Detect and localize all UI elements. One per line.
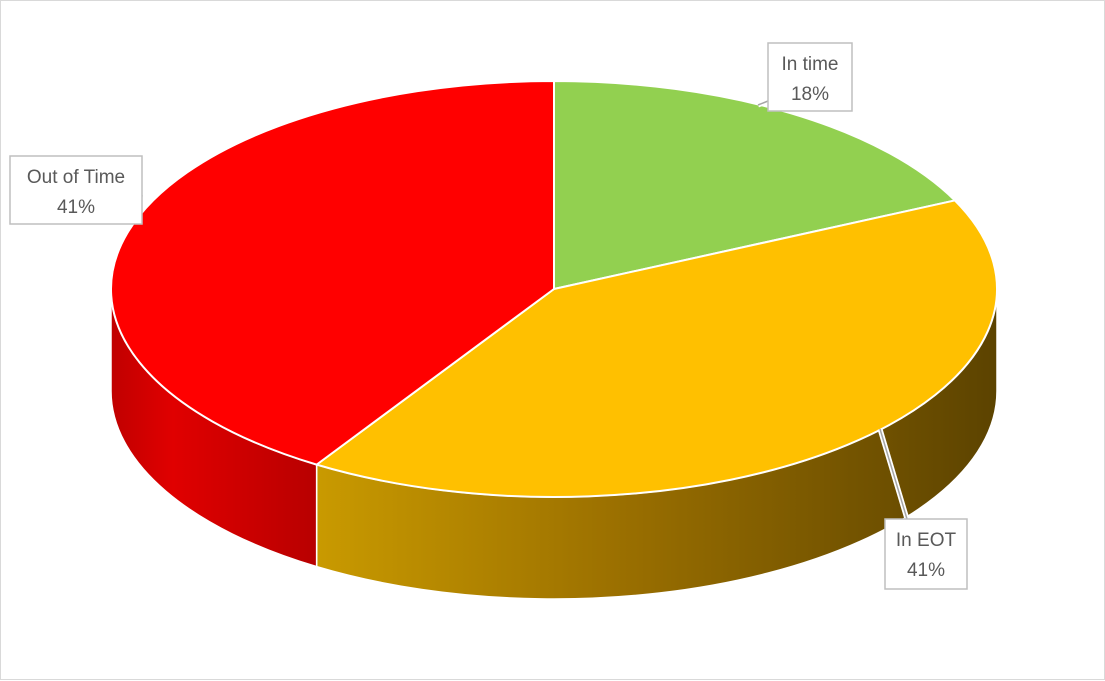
- leader-line-inner-in-eot: [879, 428, 908, 520]
- pie-tops: [110, 80, 998, 498]
- pie-slice-out-of-time: [110, 80, 555, 466]
- data-label-box-in-time: [767, 42, 853, 112]
- data-label-category-out-of-time: Out of Time: [27, 167, 125, 188]
- data-label-box-in-eot: [884, 518, 968, 590]
- data-label-category-in-eot: In EOT: [896, 530, 957, 551]
- pie-labels: In time 18% In EOT 41% Out of Time 41%: [9, 42, 968, 590]
- data-label-value-out-of-time: 41%: [57, 197, 95, 218]
- data-label-in-eot: In EOT 41%: [877, 428, 968, 590]
- data-label-out-of-time: Out of Time 41%: [9, 155, 145, 225]
- leader-line-inner-in-time: [757, 100, 769, 106]
- pie-slice-in-eot: [315, 199, 998, 498]
- data-label-value-in-time: 18%: [791, 84, 829, 105]
- data-label-category-in-time: In time: [781, 54, 838, 75]
- data-label-value-in-eot: 41%: [907, 560, 945, 581]
- data-label-in-time: In time 18%: [757, 42, 853, 112]
- data-label-box-out-of-time: [9, 155, 143, 225]
- pie-slice-in-time: [553, 80, 956, 290]
